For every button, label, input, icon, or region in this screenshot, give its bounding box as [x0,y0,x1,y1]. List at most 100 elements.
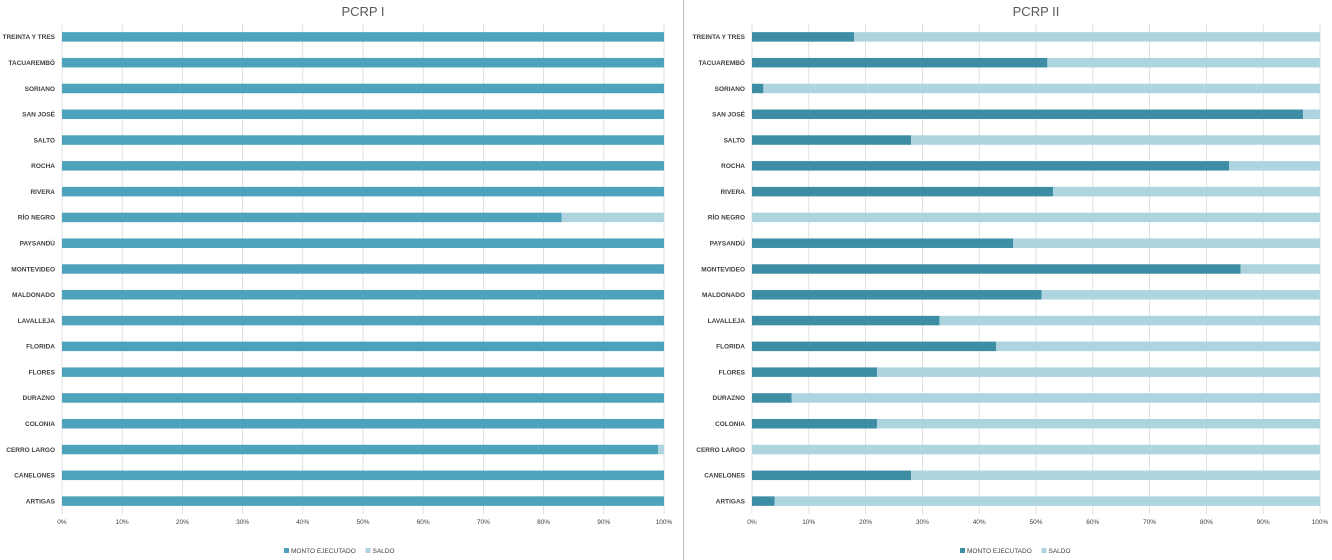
chart-2-category-label: SORIANO [715,86,745,93]
chart-2-category-label: ARTIGAS [716,498,746,505]
chart-1-bar-monto-ejecutado [62,238,664,248]
chart-1-category-label: TREINTA Y TRES [3,34,56,41]
chart-1-bar-saldo [657,444,664,455]
chart-2-bar-monto-ejecutado [752,186,1054,197]
chart-1-category-label: TACUAREMBÓ [9,58,55,67]
chart-2-bar-saldo [752,444,1320,455]
chart-2-bar-monto-ejecutado [752,161,1230,171]
chart-2-x-tick-label: 100% [1312,519,1329,526]
chart-2-bar-saldo [1047,57,1320,68]
chart-2-bar-saldo [763,83,1320,94]
chart-1-category-label: CERRO LARGO [6,447,55,454]
chart-2-legend-label: SALDO [1049,548,1071,555]
chart-2-x-tick-label: 20% [859,519,872,526]
chart-2-bar-monto-ejecutado [752,32,855,42]
chart-1-x-tick-label: 30% [236,519,249,526]
chart-2-category-label: FLORIDA [716,344,745,351]
chart-2-bar-saldo [1240,264,1320,274]
chart-2-category-label: FLORES [719,369,746,376]
chart-1-bar-monto-ejecutado [62,444,658,455]
chart-2-bar-saldo [911,135,1320,145]
chart-2-category-label: LAVALLEJA [708,318,746,325]
chart-1-category-label: SORIANO [25,86,55,93]
chart-1-category-label: SALTO [34,137,55,144]
chart-1-bar-monto-ejecutado [62,186,664,197]
chart-2-bar-monto-ejecutado [752,341,997,352]
chart-1-bar-monto-ejecutado [62,393,664,403]
chart-pcrp-2-svg: PCRP II 0% 10% 20% 30% 40% 50% 60% 70% 80% 90% 100%… [693,4,1329,555]
chart-1-bar-saldo [561,212,664,223]
chart-1-category-label: MONTEVIDEO [11,266,55,273]
chart-2-category-label: PAYSANDÚ [710,239,746,248]
chart-1-category-label: DURAZNO [23,395,56,402]
chart-2-category-label: SAN JOSÉ [712,110,746,119]
chart-1-x-tick-label: 80% [537,519,550,526]
chart-pcrp-1: PCRP I 0% 10% 20% 30% 40% 50% 60% 70% 80% 90% 100% T… [3,4,673,555]
chart-2-bar-monto-ejecutado [752,238,1014,248]
chart-1-category-label: ARTIGAS [26,498,56,505]
chart-2-x-tick-label: 90% [1257,519,1270,526]
chart-1-bar-monto-ejecutado [62,290,664,300]
chart-2-bar-monto-ejecutado [752,264,1241,274]
chart-2-bar-saldo [854,32,1320,42]
chart-2-x-tick-label: 80% [1200,519,1213,526]
chart-1-x-tick-label: 20% [176,519,189,526]
chart-1-category-label: COLONIA [25,421,55,428]
chart-pcrp-2: PCRP II 0% 10% 20% 30% 40% 50% 60% 70% 80% 90% 100%… [686,0,1332,560]
chart-2-category-label: TREINTA Y TRES [693,34,746,41]
chart-1-category-label: SAN JOSÉ [22,110,56,119]
chart-2-bar-saldo [911,470,1320,481]
chart-1-legend-swatch [365,548,371,553]
chart-2-x-tick-label: 60% [1086,519,1099,526]
chart-2-x-tick-label: 0% [747,519,757,526]
chart-1-category-label: CANELONES [14,473,55,480]
chart-1-bar-monto-ejecutado [62,470,664,481]
chart-1-legend-swatch [284,548,289,553]
chart-1-x-tick-label: 0% [57,519,67,526]
chart-1-bar-monto-ejecutado [62,135,664,145]
chart-1-category-label: FLORIDA [26,344,55,351]
chart-1-category-label: LAVALLEJA [18,318,56,325]
chart-2-bar-saldo [1229,161,1320,171]
chart-1-bar-monto-ejecutado [62,315,664,326]
chart-2-bar-monto-ejecutado [752,57,1048,68]
chart-1-x-tick-label: 70% [477,519,490,526]
chart-2-bar-monto-ejecutado [752,290,1042,300]
chart-1-category-label: PAYSANDÚ [20,239,56,248]
chart-2-bar-monto-ejecutado [752,83,764,94]
chart-1-bar-monto-ejecutado [62,212,562,223]
chart-2-category-label: SALTO [724,137,745,144]
chart-2-bar-saldo [752,212,1320,223]
chart-pcrp-1-svg: PCRP I 0% 10% 20% 30% 40% 50% 60% 70% 80% 90% 100% T… [3,4,673,555]
chart-1-x-tick-label: 60% [417,519,430,526]
chart-1-category-label: FLORES [29,369,56,376]
chart-2-bar-monto-ejecutado [752,418,877,429]
chart-2-category-label: CANELONES [704,473,745,480]
panel-divider [683,0,684,560]
chart-2-bar-monto-ejecutado [752,315,940,326]
chart-2-category-label: RIVERA [720,189,745,196]
chart-2-category-label: CERRO LARGO [696,447,745,454]
chart-1-x-tick-label: 90% [597,519,610,526]
chart-2-legend-swatch [1041,548,1047,553]
chart-2-category-label: MONTEVIDEO [701,266,745,273]
chart-2-category-label: RÍO NEGRO [708,213,745,222]
chart-2-bar-saldo [876,418,1320,429]
chart-1-bar-monto-ejecutado [62,367,664,377]
chart-1-x-tick-label: 50% [356,519,369,526]
chart-2-category-label: ROCHA [721,163,745,170]
chart-1-category-label: RÍO NEGRO [18,213,55,222]
chart-1-bar-monto-ejecutado [62,57,664,68]
chart-2-bar-saldo [791,393,1320,403]
chart-1-category-label: MALDONADO [12,292,55,299]
chart-2-bar-saldo [996,341,1320,352]
chart-2-bar-saldo [1053,186,1320,197]
chart-2-bar-saldo [1041,290,1320,300]
chart-2-category-label: DURAZNO [713,395,746,402]
chart-2-bar-monto-ejecutado [752,135,912,145]
chart-1-bar-monto-ejecutado [62,496,664,506]
chart-1-bar-monto-ejecutado [62,32,664,42]
chart-2-x-tick-label: 10% [802,519,815,526]
chart-1-bar-monto-ejecutado [62,161,664,171]
chart-2-legend-swatch [960,548,965,553]
